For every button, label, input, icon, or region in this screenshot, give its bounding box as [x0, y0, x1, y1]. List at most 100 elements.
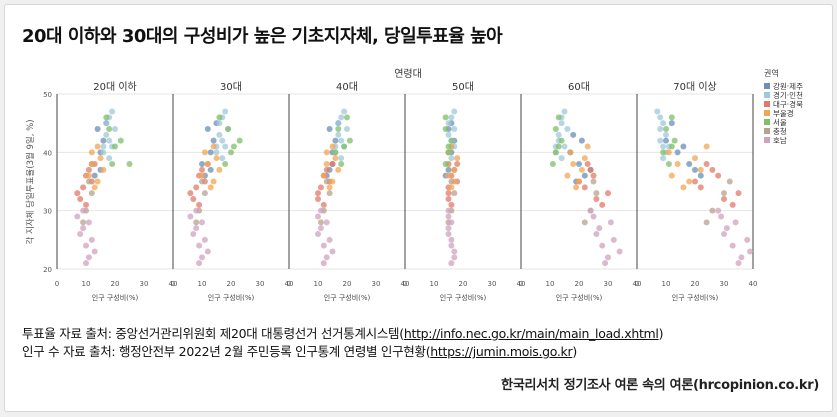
- legend-swatch: [764, 110, 770, 116]
- data-point: [326, 184, 333, 191]
- data-point: [709, 166, 716, 173]
- x-tick-label: 30: [488, 280, 497, 288]
- data-point: [317, 207, 324, 214]
- x-tick-label: 0: [171, 280, 175, 288]
- x-tick-label: 20: [343, 280, 352, 288]
- data-point: [320, 242, 327, 249]
- data-point: [555, 114, 562, 121]
- x-axis-label: 인구 구성비(%): [324, 293, 371, 302]
- x-tick-label: 20: [691, 280, 700, 288]
- data-point: [448, 242, 455, 249]
- data-point: [721, 190, 727, 197]
- data-point: [445, 231, 452, 237]
- data-point: [445, 143, 452, 150]
- x-tick-label: 20: [459, 280, 468, 288]
- data-point: [103, 120, 110, 127]
- legend-label: 경기·인천: [773, 90, 803, 100]
- data-point: [222, 143, 229, 150]
- data-point: [703, 143, 710, 150]
- data-point: [561, 143, 568, 150]
- data-point: [445, 149, 452, 156]
- data-point: [94, 178, 101, 185]
- pop-source-prefix: 인구 수 자료 출처: 행정안전부 2022년 2월 주민등록 인구통계 연령별…: [22, 344, 431, 359]
- data-point: [448, 178, 455, 185]
- data-point: [216, 120, 223, 127]
- data-point: [744, 236, 751, 243]
- data-point: [199, 254, 205, 261]
- x-tick-label: 20: [575, 280, 584, 288]
- data-point: [692, 155, 698, 162]
- data-point: [445, 166, 452, 173]
- data-point: [88, 161, 95, 167]
- data-point: [85, 254, 92, 261]
- data-point: [341, 108, 348, 115]
- data-point: [117, 137, 124, 144]
- data-point: [187, 213, 194, 220]
- x-tick-label: 0: [635, 280, 639, 288]
- data-point: [320, 201, 327, 208]
- data-point: [552, 149, 559, 156]
- data-point: [332, 137, 339, 144]
- data-point: [88, 236, 95, 243]
- data-point: [703, 219, 710, 226]
- data-point: [112, 143, 118, 150]
- x-tick-label: 40: [749, 280, 758, 288]
- data-point: [448, 236, 455, 243]
- data-point: [663, 126, 669, 132]
- x-tick-label: 40: [633, 280, 642, 288]
- data-point: [561, 108, 568, 115]
- data-point: [77, 231, 84, 237]
- data-point: [665, 149, 672, 156]
- data-point: [323, 219, 330, 226]
- data-point: [103, 114, 110, 121]
- data-point: [335, 120, 342, 127]
- pop-source-link[interactable]: https://jumin.mois.go.kr: [430, 344, 573, 359]
- data-point: [85, 219, 92, 226]
- data-point: [668, 143, 675, 150]
- data-point: [442, 114, 449, 121]
- data-point: [660, 120, 667, 127]
- x-tick-label: 0: [403, 280, 407, 288]
- data-point: [567, 149, 574, 156]
- data-point: [590, 213, 597, 220]
- data-point: [332, 149, 339, 156]
- x-axis-label: 인구 구성비(%): [440, 293, 487, 302]
- data-point: [199, 178, 205, 185]
- data-point: [564, 126, 571, 132]
- data-point: [91, 184, 98, 191]
- y-tick-label: 40: [43, 149, 52, 157]
- data-point: [671, 137, 678, 144]
- data-point: [549, 161, 556, 167]
- data-point: [445, 120, 452, 127]
- data-point: [686, 178, 693, 185]
- vote-source-link[interactable]: http://info.nec.go.kr/main/main_load.xht…: [403, 326, 659, 341]
- data-point: [674, 161, 681, 167]
- data-point: [668, 172, 675, 179]
- data-point: [335, 166, 342, 173]
- data-point: [74, 213, 81, 220]
- data-point: [100, 149, 107, 156]
- data-point: [718, 213, 725, 220]
- data-point: [74, 190, 81, 197]
- legend-label: 강원·제주: [773, 81, 803, 91]
- data-point: [109, 161, 116, 167]
- data-point: [668, 114, 675, 121]
- data-point: [660, 149, 667, 156]
- data-point: [576, 178, 582, 185]
- data-point: [106, 126, 113, 132]
- data-point: [97, 155, 104, 162]
- data-point: [213, 149, 220, 156]
- x-axis-label: 인구 구성비(%): [556, 293, 603, 302]
- data-point: [451, 254, 458, 261]
- data-point: [697, 184, 704, 191]
- data-point: [445, 172, 452, 179]
- data-point: [315, 213, 321, 220]
- data-point: [663, 131, 669, 138]
- data-point: [738, 254, 745, 261]
- data-point: [732, 219, 739, 226]
- data-point: [451, 166, 458, 173]
- data-point: [686, 161, 693, 167]
- data-point: [213, 155, 220, 162]
- data-point: [448, 137, 455, 144]
